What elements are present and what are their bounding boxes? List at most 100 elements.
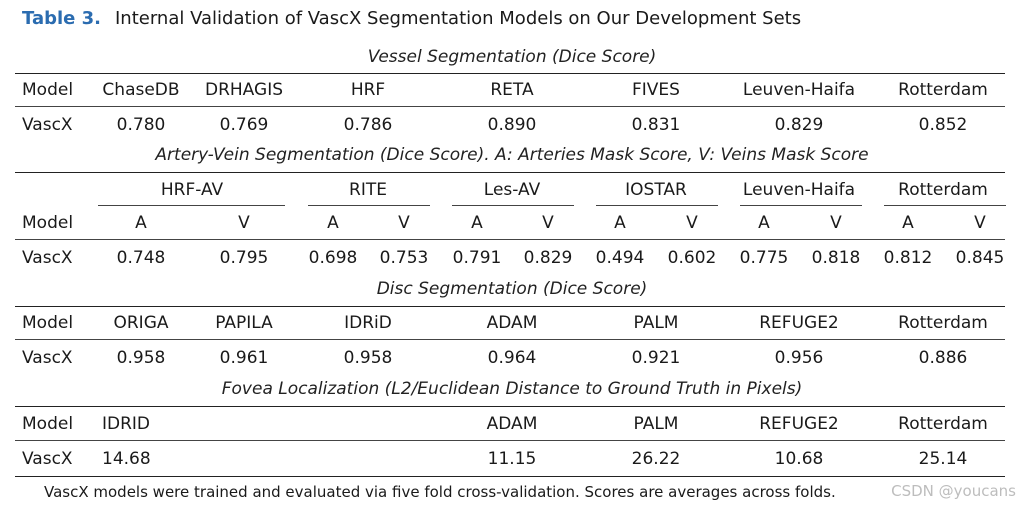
av-cell-iostar-a: 0.494 [595,248,645,268]
fovea-section-title: Fovea Localization (L2/Euclidean Distanc… [221,379,803,399]
av-subheader-a: A [614,213,626,233]
vessel-cell-drhagis: 0.769 [219,115,269,135]
vessel-header-rotterdam: Rotterdam [898,80,988,100]
av-cell-rotterdam-a: 0.812 [883,248,933,268]
disc-row-model: VascX [22,348,73,368]
av-dataset-rotterdam: Rotterdam [898,180,988,200]
av-cell-leuven-haifa-a: 0.775 [739,248,789,268]
fovea-cell-adam: 11.15 [487,449,537,469]
av-group-rule-rotterdam [884,205,1006,206]
fovea-header-rule [15,440,1005,441]
av-section-title: Artery-Vein Segmentation (Dice Score). A… [155,145,869,165]
vessel-cell-rotterdam: 0.852 [918,115,968,135]
av-cell-rite-a: 0.698 [308,248,358,268]
av-dataset-rite: RITE [349,180,387,200]
av-subheader-v: V [398,213,410,233]
vessel-cell-leuven-haifa: 0.829 [774,115,824,135]
fovea-header-rotterdam: Rotterdam [898,414,988,434]
av-subheader-v: V [974,213,986,233]
vessel-header-hrf: HRF [350,80,386,100]
disc-header-origa: ORIGA [113,313,169,333]
vessel-cell-fives: 0.831 [631,115,681,135]
fovea-header-refuge2: REFUGE2 [759,414,839,434]
table-title: Internal Validation of VascX Segmentatio… [115,8,802,29]
disc-header-refuge2: REFUGE2 [759,313,839,333]
av-cell-rotterdam-v: 0.845 [955,248,1005,268]
vessel-row-model: VascX [22,115,73,135]
disc-cell-papila: 0.961 [219,348,269,368]
disc-header-rule [15,339,1005,340]
fovea-header-idrid: IDRID [102,414,151,434]
table-caption: Table 3. Internal Validation of VascX Seg… [22,8,801,29]
av-subheader-a: A [327,213,339,233]
av-group-rule-leuven-haifa [740,205,862,206]
disc-header-idrid: IDRiD [344,313,392,333]
disc-section-title: Disc Segmentation (Dice Score) [376,279,648,299]
vessel-header-rule [15,106,1005,107]
av-cell-les-av-v: 0.829 [523,248,573,268]
av-cell-hrf-av-a: 0.748 [116,248,166,268]
av-cell-iostar-v: 0.602 [667,248,717,268]
av-dataset-leuven-haifa: Leuven-Haifa [742,180,856,200]
vessel-top-rule [15,73,1005,74]
disc-header-palm: PALM [633,313,679,333]
fovea-header-palm: PALM [633,414,679,434]
av-subheader-v: V [686,213,698,233]
vessel-header-reta: RETA [490,80,534,100]
vessel-cell-reta: 0.890 [487,115,537,135]
fovea-cell-idrid: 14.68 [102,449,151,469]
fovea-header-adam: ADAM [486,414,538,434]
disc-header-papila: PAPILA [215,313,273,333]
vessel-section-title: Vessel Segmentation (Dice Score) [367,47,657,67]
av-header-rule [15,239,1005,240]
av-group-rule-hrf-av [98,205,285,206]
disc-cell-origa: 0.958 [116,348,166,368]
av-cell-les-av-a: 0.791 [452,248,502,268]
fovea-top-rule [15,406,1005,407]
av-subheader-a: A [902,213,914,233]
av-group-rule-iostar [596,205,718,206]
disc-cell-adam: 0.964 [487,348,537,368]
av-cell-rite-v: 0.753 [379,248,429,268]
table-label: Table 3. [22,8,101,29]
vessel-header-leuven-haifa: Leuven-Haifa [742,80,856,100]
av-subheader-v: V [542,213,554,233]
av-subheader-v: V [238,213,250,233]
av-dataset-les-av: Les-AV [483,180,541,200]
disc-cell-palm: 0.921 [631,348,681,368]
av-group-rule-rite [308,205,430,206]
av-dataset-iostar: IOSTAR [625,180,687,200]
disc-cell-refuge2: 0.956 [774,348,824,368]
table-bottom-rule [15,476,1005,477]
av-subheader-a: A [758,213,770,233]
av-top-rule [15,172,1005,173]
av-subheader-a: A [471,213,483,233]
vessel-header-model: Model [22,80,74,100]
disc-cell-rotterdam: 0.886 [918,348,968,368]
av-group-rule-les-av [452,205,574,206]
vessel-cell-hrf: 0.786 [343,115,393,135]
fovea-cell-rotterdam: 25.14 [918,449,968,469]
fovea-cell-refuge2: 10.68 [774,449,824,469]
vessel-header-chasedb: ChaseDB [102,80,180,100]
av-subheader-a: A [135,213,147,233]
av-dataset-hrf-av: HRF-AV [160,180,224,200]
fovea-header-model: Model [22,414,74,434]
table-footnote: VascX models were trained and evaluated … [44,483,836,501]
disc-header-adam: ADAM [486,313,538,333]
fovea-row-model: VascX [22,449,73,469]
vessel-header-fives: FIVES [632,80,680,100]
disc-header-rotterdam: Rotterdam [898,313,988,333]
av-subheader-model: Model [22,213,74,233]
watermark: CSDN @youcans [891,482,1016,500]
disc-cell-idrid: 0.958 [343,348,393,368]
disc-top-rule [15,306,1005,307]
av-subheader-v: V [830,213,842,233]
disc-header-model: Model [22,313,74,333]
av-row-model: VascX [22,248,73,268]
vessel-header-drhagis: DRHAGIS [205,80,283,100]
vessel-cell-chasedb: 0.780 [116,115,166,135]
av-cell-hrf-av-v: 0.795 [219,248,269,268]
fovea-cell-palm: 26.22 [631,449,681,469]
av-cell-leuven-haifa-v: 0.818 [811,248,861,268]
